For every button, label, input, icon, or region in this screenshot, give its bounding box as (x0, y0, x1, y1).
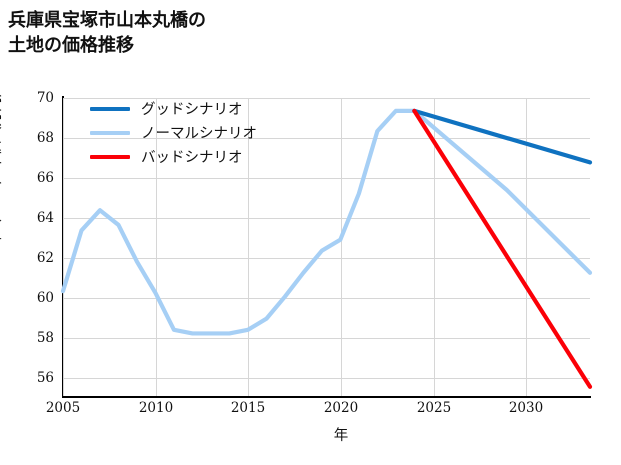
gridline-x-2030 (526, 98, 527, 396)
y-tick-60: 60 (36, 290, 54, 306)
plot-area (60, 98, 593, 396)
legend-label-good: グッドシナリオ (141, 102, 243, 118)
legend-swatch-good-icon (90, 106, 130, 111)
x-tick-2010: 2010 (138, 400, 174, 416)
x-axis-line (62, 396, 591, 398)
x-axis-label: 年 (333, 428, 349, 444)
legend-label-bad: バッドシナリオ (141, 150, 243, 166)
legend-item-normal: ノーマルシナリオ (90, 122, 257, 143)
y-tick-66: 66 (36, 170, 54, 186)
x-tick-2005: 2005 (45, 400, 81, 416)
gridline-y-62 (63, 258, 590, 259)
line-bad-scenario (412, 108, 593, 389)
gridline-x-2005 (63, 98, 64, 396)
y-tick-70: 70 (36, 90, 54, 106)
y-tick-64: 64 (36, 210, 54, 226)
gridline-y-56 (63, 378, 590, 379)
legend-item-bad: バッドシナリオ (90, 146, 257, 167)
gridline-y-68 (63, 138, 590, 139)
gridline-y-60 (63, 298, 590, 299)
legend-swatch-normal-icon (90, 130, 130, 135)
line-normal-scenario (60, 108, 593, 336)
x-tick-2015: 2015 (230, 400, 266, 416)
y-tick-62: 62 (36, 250, 54, 266)
legend-item-good: グッドシナリオ (90, 98, 257, 119)
gridline-x-2015 (248, 98, 249, 396)
y-tick-56: 56 (36, 370, 54, 386)
gridline-y-66 (63, 178, 590, 179)
y-tick-58: 58 (36, 330, 54, 346)
series-layer (60, 108, 593, 389)
gridline-x-2025 (434, 98, 435, 396)
legend-swatch-bad-icon (90, 154, 130, 159)
y-tick-labels: 70 68 66 64 62 60 58 56 (0, 0, 62, 465)
gridline-y-58 (63, 338, 590, 339)
y-axis-label: 坪（3.3㎡）単価（万円） (0, 82, 4, 248)
legend-label-normal: ノーマルシナリオ (141, 126, 257, 142)
chart-legend: グッドシナリオ ノーマルシナリオ バッドシナリオ (88, 96, 261, 169)
line-good-scenario (412, 108, 593, 165)
x-tick-2030: 2030 (508, 400, 544, 416)
gridline-y-64 (63, 218, 590, 219)
x-tick-2020: 2020 (323, 400, 359, 416)
gridline-x-2010 (156, 98, 157, 396)
page-title: 兵庫県宝塚市山本丸橋の 土地の価格推移 (8, 10, 206, 55)
gridline-x-2020 (341, 98, 342, 396)
y-tick-68: 68 (36, 130, 54, 146)
gridline-y-70 (63, 98, 590, 99)
x-tick-2025: 2025 (416, 400, 452, 416)
